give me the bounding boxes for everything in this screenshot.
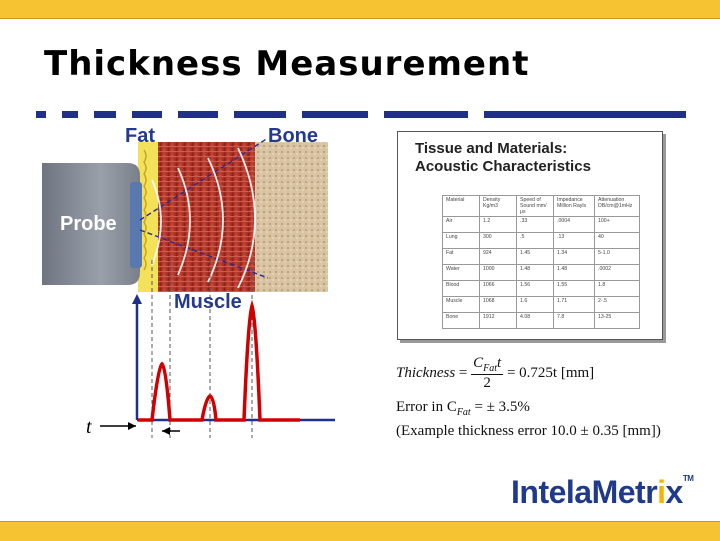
table-cell: Fat: [442, 248, 480, 265]
properties-table: Material Density Kg/m3 Speed of Sound mm…: [442, 195, 640, 329]
logo-i: i: [657, 474, 666, 510]
table-cell: Water: [442, 264, 480, 281]
error-sub: Fat: [456, 407, 471, 418]
error-suffix: = ± 3.5%: [474, 399, 530, 415]
table-cell: 1.55: [553, 280, 595, 297]
logo-text: IntelaMetr: [511, 474, 658, 510]
formula-numerator-sub: Fat: [483, 363, 498, 374]
table-cell: Lung: [442, 232, 480, 249]
muscle-label: Muscle: [174, 291, 242, 313]
table-cell: Blood: [442, 280, 480, 297]
table-cell: 1000: [479, 264, 517, 281]
fat-layer: [138, 142, 158, 292]
col-header: Speed of Sound mm/μs: [516, 195, 554, 217]
formula-rhs: = 0.725t [mm]: [506, 364, 595, 381]
table-cell: 1.56: [516, 280, 554, 297]
table-cell: 13-25: [594, 312, 640, 329]
example-line: (Example thickness error 10.0 ± 0.35 [mm…: [396, 423, 661, 439]
col-header: Density Kg/m3: [479, 195, 517, 217]
table-cell: 1.48: [553, 264, 595, 281]
table-cell: 7.8: [553, 312, 595, 329]
col-header: Impedance Million Rayls: [553, 195, 595, 217]
table-title-line1: Tissue and Materials:: [415, 140, 568, 157]
bone-label: Bone: [268, 125, 318, 147]
table-row: Fat 924 1.45 1.34 5-1.0: [442, 248, 640, 265]
table-cell: 5-1.0: [594, 248, 640, 265]
table-cell: 1.6: [516, 296, 554, 313]
table-row: Water 1000 1.48 1.48.0002: [442, 264, 640, 281]
acoustic-characteristics-table: Tissue and Materials: Acoustic Character…: [397, 131, 663, 340]
table-title-line2: Acoustic Characteristics: [415, 158, 591, 175]
intelametrix-logo: IntelaMetrixTM: [511, 474, 694, 511]
formula-numerator-tail: t: [497, 355, 502, 371]
logo-text-end: x: [665, 474, 684, 510]
formula-denominator: 2: [483, 375, 491, 391]
probe-body: [42, 163, 140, 285]
col-header: Attenuation DB/cm@1mHz: [594, 195, 640, 217]
title-dashed-rule: [36, 111, 686, 119]
table-cell: Muscle: [442, 296, 480, 313]
error-prefix: Error in C: [396, 399, 457, 415]
table-cell: 2-.5: [594, 296, 640, 313]
fat-label: Fat: [125, 125, 155, 147]
table-cell: Air: [442, 216, 480, 233]
slide-title: Thickness Measurement: [44, 44, 530, 84]
table-cell: 4.08: [516, 312, 554, 329]
table-cell: .0004: [553, 216, 595, 233]
table-cell: .33: [516, 216, 554, 233]
table-row: Bone 1912 4.08 7.8 13-25: [442, 312, 640, 329]
table-cell: 1.71: [553, 296, 595, 313]
table-cell: 1.2: [479, 216, 517, 233]
tissue-diagram: [42, 137, 335, 438]
table-cell: 1.45: [516, 248, 554, 265]
table-row: Blood 1066 1.56 1.55 1.8: [442, 280, 640, 297]
table-cell: 1.8: [594, 280, 640, 297]
ultrasound-illustration: Fat Bone Probe Muscle: [40, 120, 340, 440]
top-accent-bar: [0, 0, 720, 19]
table-cell: .13: [553, 232, 595, 249]
formula-lhs: Thickness: [396, 364, 456, 381]
table-row: Lung 300.5.13 40: [442, 232, 640, 249]
table-cell: .5: [516, 232, 554, 249]
formula-numerator: C: [473, 355, 484, 371]
table-cell: 1066: [479, 280, 517, 297]
table-cell: 1.48: [516, 264, 554, 281]
table-cell: 1068: [479, 296, 517, 313]
bottom-accent-bar: [0, 521, 720, 541]
table-cell: 300: [479, 232, 517, 249]
formula-fraction: CFatt 2: [471, 355, 504, 392]
col-header: Material: [442, 195, 480, 217]
error-line: Error in CFat = ± 3.5%: [396, 399, 530, 418]
time-label: t: [86, 416, 92, 438]
table-header-row: Material Density Kg/m3 Speed of Sound mm…: [442, 195, 640, 217]
table-cell: .0002: [594, 264, 640, 281]
table-cell: 924: [479, 248, 517, 265]
thickness-equation: Thickness = CFatt 2 = 0.725t [mm]: [396, 355, 595, 392]
table-cell: 100+: [594, 216, 640, 233]
table-row: Muscle 1068 1.6 1.71 2-.5: [442, 296, 640, 313]
probe-label: Probe: [60, 213, 117, 235]
table-cell: 40: [594, 232, 640, 249]
bone-layer: [250, 142, 328, 292]
trademark: TM: [682, 474, 694, 483]
table-cell: 1.34: [553, 248, 595, 265]
table-cell: Bone: [442, 312, 480, 329]
table-row: Air 1.2.33.0004 100+: [442, 216, 640, 233]
table-cell: 1912: [479, 312, 517, 329]
echo-signal: [138, 299, 300, 422]
